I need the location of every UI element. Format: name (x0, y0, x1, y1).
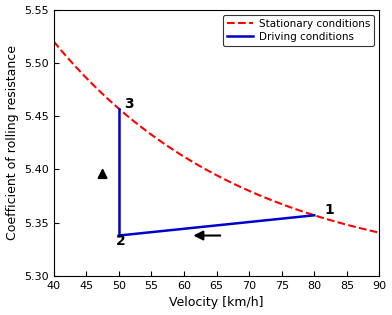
Text: 3: 3 (124, 97, 134, 111)
Stationary conditions (347, 223, 351, 227)
Stationary conditions (326, 218, 330, 221)
Stationary conditions (245, 188, 250, 192)
Stationary conditions (251, 191, 256, 194)
Stationary conditions (51, 40, 56, 43)
Line: Stationary conditions: Stationary conditions (54, 42, 379, 233)
X-axis label: Velocity [km/h]: Velocity [km/h] (169, 296, 264, 309)
Driving conditions (116, 107, 121, 111)
Driving conditions (116, 234, 121, 238)
Stationary conditions (244, 188, 249, 192)
Text: 1: 1 (324, 203, 334, 217)
Legend: Stationary conditions, Driving conditions: Stationary conditions, Driving condition… (223, 15, 374, 46)
Y-axis label: Coefficient of rolling resistance: Coefficient of rolling resistance (5, 45, 18, 240)
Text: 2: 2 (116, 234, 125, 248)
Stationary conditions (377, 231, 382, 235)
Stationary conditions (53, 41, 57, 45)
